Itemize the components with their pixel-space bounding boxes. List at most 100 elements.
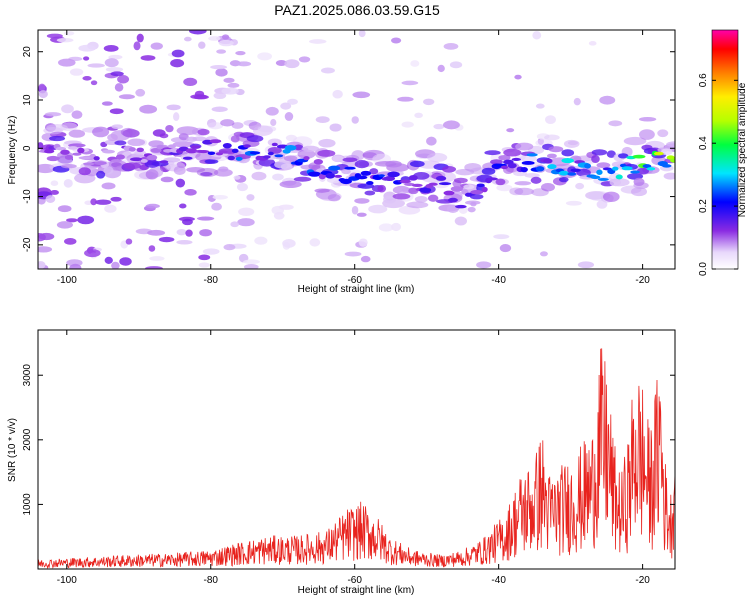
heatmap-cell <box>94 199 112 205</box>
heatmap-cell <box>535 166 545 172</box>
heatmap-cell <box>129 157 143 162</box>
heatmap-cell <box>487 177 498 181</box>
heatmap-cell <box>68 129 86 138</box>
heatmap-cell <box>176 228 187 236</box>
heatmap-cell <box>414 196 428 203</box>
heatmap-cell <box>400 179 411 184</box>
heatmap-cell <box>493 234 510 240</box>
heatmap-cell <box>90 198 97 206</box>
heatmap-cell <box>125 238 133 245</box>
snr-line <box>38 348 675 569</box>
heatmap-cell <box>548 146 564 153</box>
heatmap-cell <box>165 124 174 133</box>
heatmap-cell <box>519 154 537 163</box>
heatmap-cell <box>401 121 414 128</box>
heatmap-cell <box>500 165 508 170</box>
colorbar-tick-label: 0.2 <box>698 199 709 213</box>
heatmap-cell <box>56 37 74 43</box>
heatmap-cell <box>236 182 248 192</box>
heatmap-cell <box>140 159 148 163</box>
heatmap-cell <box>222 142 232 149</box>
heatmap-cell <box>397 96 414 102</box>
chart-title: PAZ1.2025.086.03.59.G15 <box>274 2 440 18</box>
heatmap-cell <box>366 181 374 185</box>
heatmap-cell <box>69 263 82 269</box>
heatmap-cell <box>243 259 260 265</box>
snr-y-axis-label: SNR (10 * v/v) <box>7 418 18 482</box>
heatmap-cell <box>120 127 136 137</box>
heatmap-cell <box>280 102 292 110</box>
heatmap-cell <box>249 151 261 155</box>
heatmap-cell <box>561 149 575 157</box>
heatmap-cell <box>358 238 368 247</box>
heatmap-cell <box>196 168 219 177</box>
heatmap-cell <box>573 97 581 106</box>
heatmap-cell <box>198 262 210 268</box>
heatmap-cell <box>608 120 623 127</box>
heatmap-cell <box>61 164 77 169</box>
heatmap-cell <box>193 94 209 100</box>
heatmap-cell <box>282 239 296 248</box>
heatmap-cell <box>406 201 429 209</box>
heatmap-cell <box>127 138 146 147</box>
heatmap-cell <box>251 171 267 181</box>
heatmap-cell <box>356 212 367 217</box>
heatmap-cell <box>358 30 366 38</box>
heatmap-cell <box>77 215 95 225</box>
heatmap-cell <box>612 166 619 171</box>
heatmap-cell <box>632 154 646 159</box>
heatmap-cell <box>309 238 321 247</box>
heatmap-cell <box>308 39 327 44</box>
heatmap-cell <box>631 187 648 197</box>
heatmap-cell <box>156 144 164 150</box>
y-tick-label: -10 <box>22 189 33 204</box>
heatmap-cell <box>455 204 467 209</box>
heatmap-cell <box>609 179 621 187</box>
heatmap-cell <box>476 261 492 269</box>
heatmap-cell <box>110 71 124 77</box>
heatmap-cell <box>114 83 124 92</box>
heatmap-cell <box>293 176 312 182</box>
heatmap-cell <box>150 42 163 50</box>
heatmap-cell <box>49 135 66 142</box>
heatmap-cell <box>619 163 627 168</box>
heatmap-cell <box>385 160 402 168</box>
heatmap-cell <box>78 44 96 52</box>
heatmap-cell <box>199 229 213 237</box>
heatmap-cell <box>443 120 460 130</box>
heatmap-cell <box>298 56 311 63</box>
heatmap-cell <box>176 239 193 245</box>
heatmap-cell <box>83 56 90 61</box>
heatmap-cell <box>267 138 282 147</box>
heatmap-cell <box>524 173 540 178</box>
heatmap-cell <box>377 184 387 193</box>
heatmap-cell <box>666 155 675 160</box>
x-tick-label: -60 <box>347 575 362 586</box>
heatmap-cell <box>136 33 144 43</box>
heatmap-cell <box>160 176 174 183</box>
heatmap-cell <box>356 175 368 180</box>
heatmap-cell <box>149 256 165 261</box>
heatmap-cell <box>588 41 597 46</box>
heatmap-cell <box>218 39 234 47</box>
heatmap-cell <box>63 31 75 36</box>
heatmap-cell <box>170 59 185 68</box>
heatmap-cell <box>325 172 336 179</box>
heatmap-cell <box>428 182 438 186</box>
heatmap-cell <box>69 68 84 76</box>
heatmap-cell <box>38 90 48 99</box>
heatmap-cell <box>344 251 362 257</box>
heatmap-cell <box>104 58 119 68</box>
heatmap-cell <box>657 129 669 138</box>
heatmap-cell <box>354 198 370 204</box>
heatmap-cell <box>506 128 515 133</box>
heatmap-cell <box>591 155 600 164</box>
heatmap-cell <box>179 203 187 209</box>
heatmap-cell <box>317 149 336 157</box>
heatmap-cell <box>64 238 77 245</box>
heatmap-cell <box>101 182 116 190</box>
heatmap-cell <box>265 106 279 116</box>
heatmap-cell <box>158 236 175 243</box>
heatmap-cell <box>666 141 675 148</box>
heatmap-cell <box>72 152 82 156</box>
